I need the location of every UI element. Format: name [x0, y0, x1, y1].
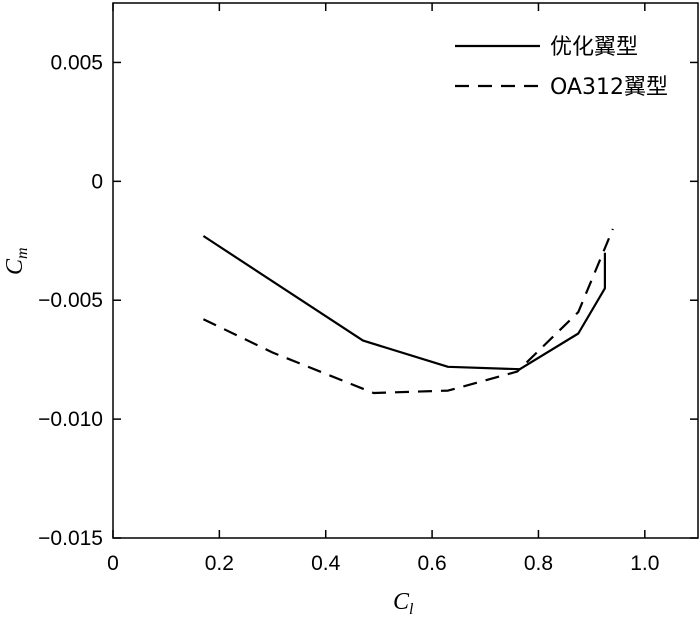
y-axis: 0.005 0 −0.005 −0.010 −0.015 — [38, 51, 698, 550]
x-tick-label: 0.8 — [524, 552, 553, 575]
x-tick-label: 1.0 — [630, 552, 659, 575]
series-line-2 — [202, 228, 614, 395]
x-tick-label: 0.2 — [205, 552, 234, 575]
legend: 优化翼型 OA312翼型 — [455, 35, 668, 100]
legend-label-2: OA312翼型 — [550, 75, 668, 100]
series-layer — [202, 228, 614, 395]
x-axis: 0 0.2 0.4 0.6 0.8 1.0 — [107, 3, 659, 575]
y-tick-label: 0.005 — [50, 51, 103, 74]
x-tick-label: 0.6 — [417, 552, 446, 575]
y-axis-label: Cm — [2, 247, 31, 275]
legend-label-1: 优化翼型 — [550, 35, 638, 60]
x-axis-label: Cl — [393, 589, 414, 618]
plot-frame — [112, 2, 699, 539]
series-line-1 — [202, 235, 607, 371]
y-tick-label: −0.015 — [38, 527, 103, 550]
y-tick-label: 0 — [91, 170, 103, 193]
x-tick-label: 0.4 — [311, 552, 341, 575]
x-tick-label: 0 — [107, 552, 119, 575]
plot-border — [112, 2, 699, 539]
y-tick-label: −0.005 — [38, 289, 103, 312]
y-tick-label: −0.010 — [38, 408, 103, 431]
